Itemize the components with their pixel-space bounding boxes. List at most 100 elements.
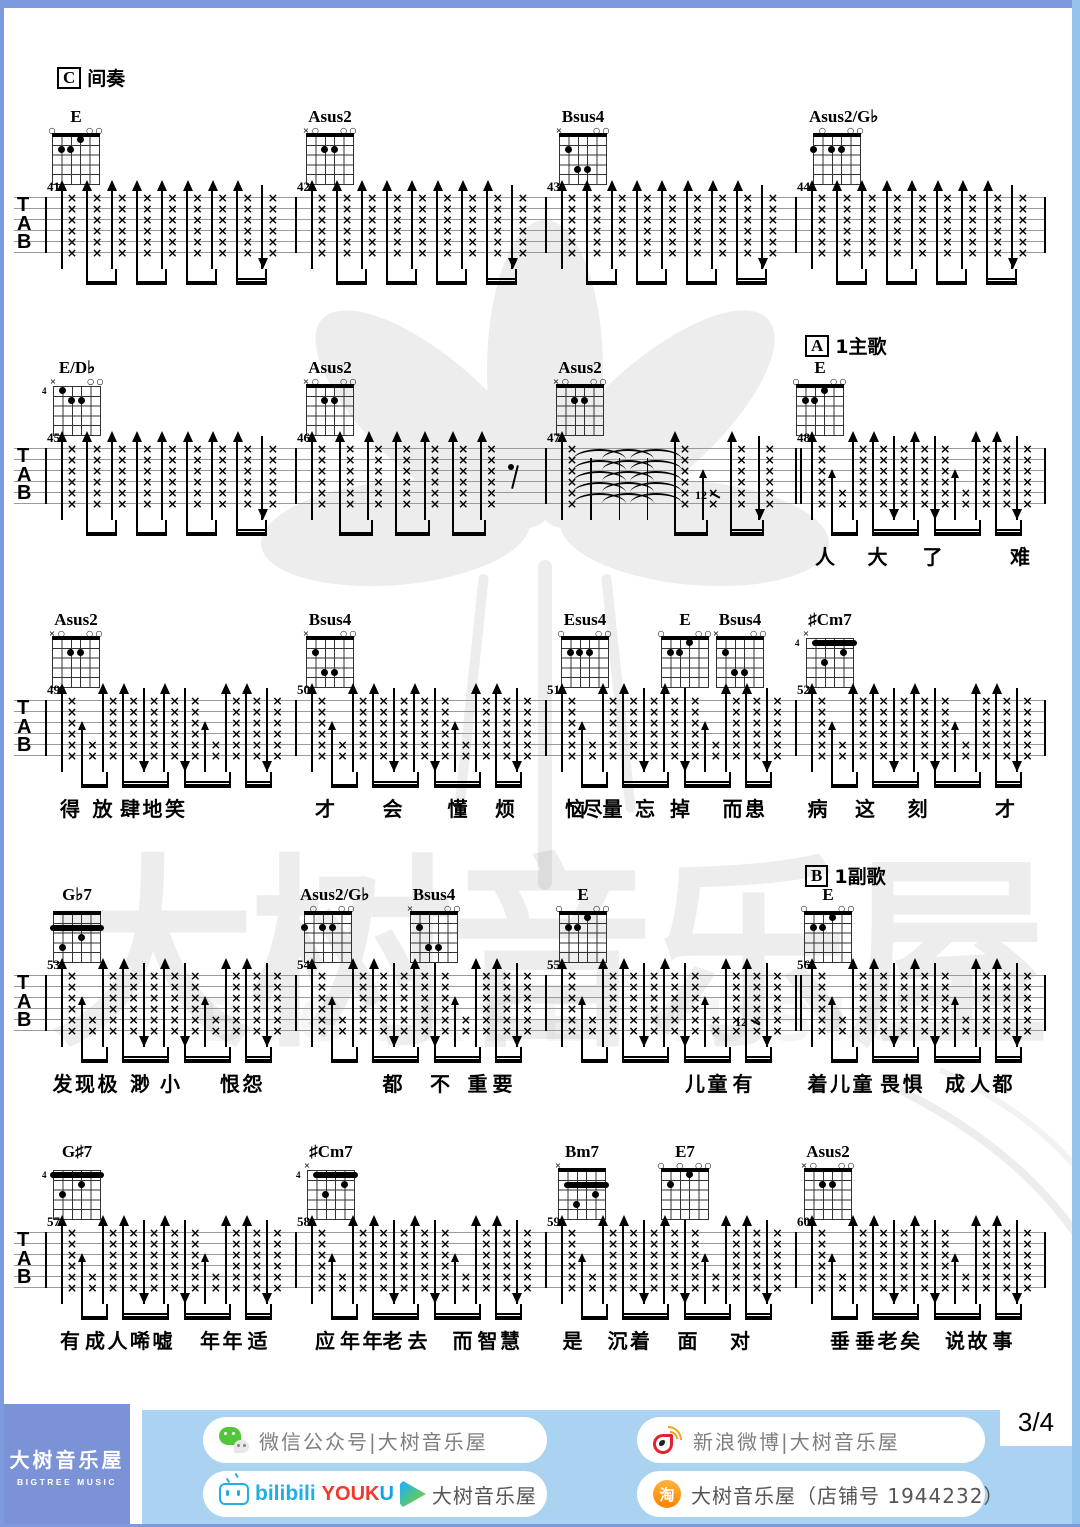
- up-arrow-head: [57, 1215, 67, 1226]
- x-mark: ×: [522, 1257, 533, 1273]
- x-mark: ×: [940, 725, 951, 741]
- chord-grid: [52, 636, 100, 688]
- down-arrow-head: [639, 761, 650, 772]
- up-arrow-head: [909, 683, 920, 694]
- x-mark: ×: [142, 440, 153, 456]
- strum-D: × × × × × ×: [1012, 436, 1033, 520]
- x-mark: ×: [192, 495, 203, 511]
- lyric-syllable: 人: [107, 1329, 128, 1353]
- x-mark: ×: [857, 451, 869, 467]
- strum-U: × × × × × ×: [221, 1215, 242, 1304]
- beam-double-line: [747, 781, 770, 783]
- x-mark: ×: [616, 233, 628, 249]
- x-mark: ×: [1001, 1257, 1013, 1273]
- x-mark: ×: [628, 1246, 639, 1262]
- x-mark: ×: [142, 244, 153, 260]
- down-arrow-shaft: [183, 963, 186, 1047]
- tab-clef-letter: A: [17, 1247, 32, 1270]
- x-mark: ×: [837, 736, 848, 752]
- strum-x-column: × × × × × ×: [189, 694, 201, 762]
- x-mark: ×: [648, 1224, 660, 1240]
- beam-group: [122, 1304, 170, 1320]
- x-mark: ×: [816, 736, 828, 752]
- x-mark: ×: [501, 736, 513, 752]
- x-mark: ×: [316, 222, 328, 238]
- strum-x-column: × × × × × ×: [648, 1224, 660, 1294]
- strum-x-column: × × × × × ×: [816, 189, 828, 259]
- strum-x-column: × × × × × ×: [916, 191, 928, 259]
- down-arrow-shaft: [683, 963, 686, 1047]
- lyric-syllable: 了: [922, 545, 943, 569]
- up-arrow-head: [991, 1215, 1002, 1226]
- x-mark: ×: [816, 1268, 828, 1284]
- chord-diagram: Asus2 × ○ ○ ○: [48, 611, 104, 688]
- x-mark: ×: [981, 473, 992, 489]
- x-mark: ×: [522, 703, 533, 719]
- strum-x-column: × × × × × ×: [521, 969, 533, 1037]
- x-mark: ×: [717, 222, 728, 238]
- down-arrow-shaft: [933, 688, 936, 772]
- beam-double-line: [997, 781, 1020, 783]
- x-mark: ×: [440, 747, 451, 763]
- x-mark: ×: [316, 1224, 328, 1240]
- x-mark: ×: [690, 1268, 701, 1284]
- x-mark: ×: [772, 1224, 783, 1240]
- x-mark: ×: [690, 1235, 701, 1251]
- strum-D: × × × × × ×: [762, 1220, 783, 1304]
- base-fret-number: 4: [42, 386, 47, 396]
- x-mark: ×: [242, 244, 253, 260]
- x-mark: ×: [467, 211, 478, 227]
- down-arrow-shaft: [765, 1220, 768, 1304]
- x-mark: ×: [731, 967, 742, 983]
- x-mark: ×: [392, 189, 403, 205]
- chord-barre: [50, 924, 104, 931]
- up-arrow-shaft: [310, 184, 313, 269]
- up-arrow-head: [82, 431, 93, 442]
- strum-x-column: × × × × × ×: [366, 191, 378, 259]
- x-mark: ×: [816, 967, 828, 983]
- x-mark: ×: [837, 484, 848, 500]
- strum-U: × × × × × ×: [241, 958, 262, 1047]
- strum-D: × × × × × ×: [507, 185, 528, 269]
- down-arrow-head: [930, 1036, 941, 1047]
- x-mark: ×: [357, 703, 369, 719]
- x-mark: ×: [892, 211, 903, 227]
- x-mark: ×: [272, 725, 283, 741]
- strum-x-column: × × × × × ×: [566, 694, 578, 762]
- up-arrow-head: [848, 683, 859, 694]
- up-arrow-head: [848, 958, 859, 969]
- chord-finger-dot: [576, 649, 584, 657]
- chord-nut: [661, 636, 709, 640]
- x-mark: ×: [940, 462, 951, 478]
- up-arrow-shaft: [560, 184, 563, 269]
- small-up-arrow-shaft: [204, 1259, 207, 1304]
- strum-x-column: × × × × × ×: [816, 694, 828, 762]
- x-mark: ×: [816, 189, 828, 205]
- chord-finger-dot: [76, 649, 84, 657]
- x-mark: ×: [366, 222, 378, 238]
- x-mark: ×: [378, 1268, 389, 1284]
- x-mark: ×: [316, 978, 328, 994]
- x-mark: ×: [919, 462, 930, 478]
- x-mark: ×: [981, 1246, 992, 1262]
- x-mark: ×: [628, 1268, 639, 1284]
- x-mark: ×: [642, 211, 653, 227]
- x-mark: ×: [742, 200, 753, 216]
- x-mark: ×: [1001, 967, 1013, 983]
- strum-x-column: × × × × × ×: [898, 1226, 910, 1294]
- x-mark: ×: [628, 747, 639, 763]
- up-arrow-shaft: [163, 687, 166, 772]
- chord-finger-dot: [828, 1181, 836, 1189]
- x-mark: ×: [690, 989, 701, 1005]
- x-mark: ×: [731, 1022, 742, 1038]
- down-arrow-shaft: [433, 963, 436, 1047]
- strum-U: × × × × × ×: [907, 180, 928, 269]
- up-arrow-shaft: [995, 1219, 998, 1304]
- x-mark: ×: [751, 725, 763, 741]
- up-arrow-shaft: [163, 962, 166, 1047]
- strum-x-column: × × × × × ×: [816, 442, 828, 510]
- page-border-bottom: [0, 1524, 1080, 1527]
- x-mark: ×: [591, 200, 603, 216]
- x-mark: ×: [107, 1235, 119, 1251]
- small-up-arrow-head: [828, 1253, 837, 1262]
